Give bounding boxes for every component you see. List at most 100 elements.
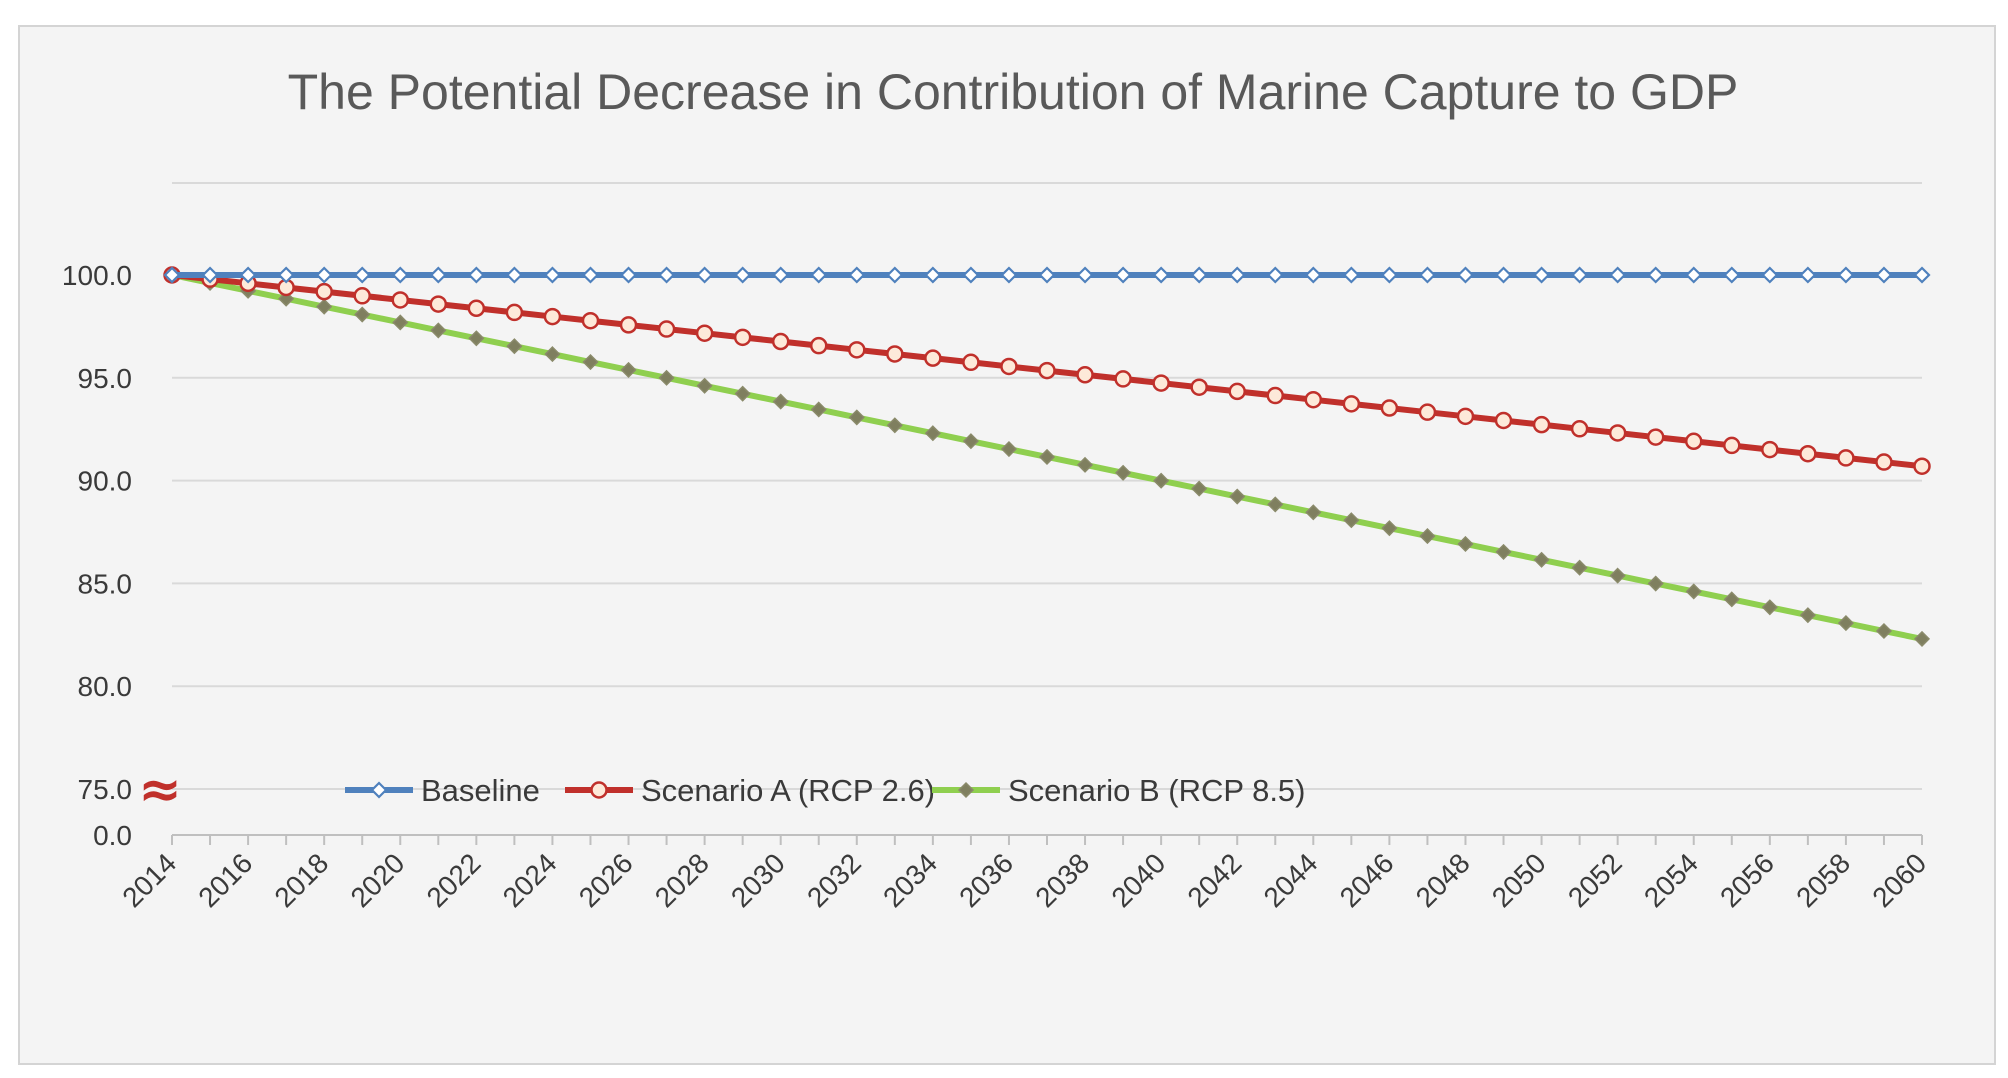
data-point [430, 322, 447, 339]
data-point [1571, 559, 1588, 576]
data-point [1761, 599, 1778, 616]
data-point [1380, 266, 1398, 284]
x-tick-label: 2054 [1638, 847, 1704, 913]
data-point [467, 299, 486, 318]
x-tick-label: 2020 [345, 847, 411, 913]
data-point [1913, 266, 1931, 284]
data-point [581, 266, 600, 284]
data-point [1342, 395, 1361, 413]
series-2 [163, 266, 1931, 475]
data-point [1495, 543, 1512, 560]
y-tick-label: 85.0 [78, 568, 133, 599]
series-lines [163, 266, 1931, 647]
data-point [658, 369, 675, 386]
data-point [543, 307, 562, 326]
x-tick-label: 2048 [1410, 847, 1476, 913]
x-tick-label: 2028 [649, 847, 715, 913]
series-3 [163, 266, 1931, 647]
data-point [277, 266, 295, 284]
data-point [924, 425, 941, 442]
data-point [581, 311, 600, 330]
x-tick-label: 2014 [116, 847, 182, 913]
data-point [657, 320, 676, 338]
data-point [1913, 457, 1931, 475]
legend: Baseline Scenario A (RCP 2.6) Scenario B (… [345, 773, 1306, 808]
legend-entry: Scenario B (RCP 8.5) [932, 773, 1306, 808]
x-tick-label: 2026 [573, 847, 639, 913]
data-point [1342, 266, 1360, 284]
data-point [1419, 528, 1436, 545]
data-point [1723, 266, 1741, 284]
data-point [924, 349, 942, 367]
data-point [962, 433, 979, 450]
data-point [1228, 266, 1246, 284]
data-point [1571, 266, 1589, 284]
legend-marker [957, 781, 975, 799]
y-tick-label: 100.0 [62, 260, 132, 291]
data-point [429, 266, 447, 284]
data-point [1343, 512, 1360, 529]
data-point [163, 266, 181, 284]
x-tick-label: 2050 [1486, 847, 1552, 913]
data-point [848, 409, 865, 426]
data-point [1114, 370, 1132, 388]
series-1 [163, 266, 1931, 284]
data-point [1609, 567, 1626, 584]
data-point [201, 266, 219, 284]
data-point [733, 328, 752, 347]
data-point [1457, 535, 1474, 553]
data-point [1837, 449, 1855, 467]
data-point [1533, 551, 1550, 568]
legend-marker [370, 781, 388, 799]
data-point [1723, 591, 1740, 608]
data-point [1000, 266, 1018, 284]
data-point [1380, 399, 1399, 417]
data-point [810, 401, 827, 418]
data-point [1418, 266, 1436, 284]
data-point [391, 266, 409, 284]
data-point [316, 298, 333, 315]
legend-label: Scenario B (RCP 8.5) [1008, 773, 1306, 808]
data-point [1761, 266, 1779, 284]
x-tick-label: 2042 [1181, 847, 1247, 913]
x-tick-label: 2018 [268, 847, 334, 913]
data-point [1190, 378, 1208, 396]
y-tick-label: 95.0 [78, 363, 133, 394]
data-point [962, 353, 980, 372]
data-point [695, 324, 714, 342]
data-point [1875, 622, 1893, 640]
data-point [1761, 440, 1779, 459]
data-point [1456, 407, 1475, 426]
data-point [1875, 453, 1893, 471]
data-point [353, 266, 371, 284]
data-point [619, 266, 638, 284]
data-point [1038, 266, 1056, 284]
x-tick-label: 2030 [725, 847, 791, 913]
data-point [1304, 390, 1323, 409]
data-point [1152, 266, 1170, 284]
data-point [1837, 615, 1854, 632]
data-point [1114, 266, 1132, 284]
data-point [619, 316, 638, 334]
data-point [1494, 266, 1513, 284]
y-tick-label: 80.0 [78, 671, 133, 702]
data-point [734, 385, 751, 402]
data-point [505, 266, 523, 284]
data-point [1913, 630, 1931, 647]
x-tick-label: 2040 [1105, 847, 1171, 913]
y-tick-label: 90.0 [78, 466, 133, 497]
y-tick-label: 0.0 [93, 820, 132, 851]
data-point [543, 266, 561, 284]
data-point [658, 266, 676, 284]
data-point [1837, 266, 1855, 284]
y-tick-label: 75.0 [78, 774, 133, 805]
data-point [391, 291, 410, 309]
data-point [1152, 374, 1170, 392]
x-tick-label: 2036 [953, 847, 1019, 913]
data-point [1266, 386, 1285, 405]
data-point [1115, 464, 1132, 481]
data-point [1381, 520, 1398, 537]
data-point [886, 417, 903, 434]
x-tick-label: 2058 [1790, 847, 1856, 913]
data-point [848, 266, 866, 284]
